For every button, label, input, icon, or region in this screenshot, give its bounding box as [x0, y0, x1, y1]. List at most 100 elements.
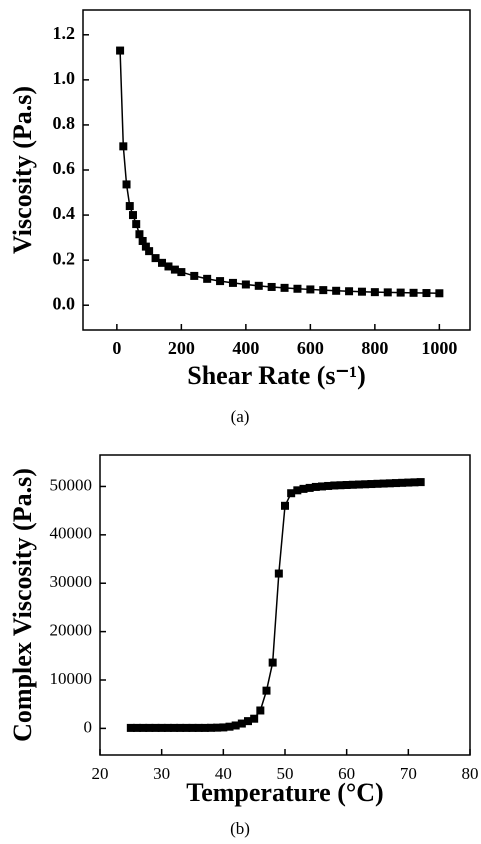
data-point	[306, 285, 315, 294]
data-point	[355, 480, 363, 489]
data-point	[370, 288, 379, 297]
data-point	[151, 254, 160, 263]
plot-frame	[82, 9, 471, 331]
data-point	[122, 180, 131, 189]
y-tick-label: 1.0	[53, 68, 76, 88]
data-point	[145, 723, 154, 732]
y-tick-label: 30000	[50, 572, 93, 591]
data-point	[422, 289, 431, 298]
y-axis-title: Complex Viscosity (Pa.s)	[8, 468, 37, 742]
data-point	[237, 719, 246, 728]
data-point	[182, 723, 191, 732]
data-point	[132, 220, 141, 229]
y-tick-label: 20000	[50, 621, 93, 640]
data-line	[119, 50, 440, 295]
data-point	[280, 283, 289, 292]
data-point	[170, 265, 179, 274]
data-point	[119, 142, 128, 151]
data-point	[145, 247, 154, 256]
data-point	[241, 280, 250, 289]
data-point	[373, 479, 382, 488]
data-point	[128, 211, 137, 220]
x-tick-label: 20	[92, 764, 109, 783]
data-point	[293, 486, 302, 495]
y-tick-label: 10000	[50, 669, 93, 688]
data-line	[130, 481, 421, 729]
data-point	[164, 262, 173, 271]
data-point	[318, 482, 326, 491]
data-point	[177, 268, 186, 277]
data-point	[135, 230, 144, 239]
data-point	[213, 723, 222, 732]
data-point	[250, 714, 259, 723]
caption: (b)	[230, 819, 250, 838]
x-tick-label: 30	[153, 764, 170, 783]
data-point	[319, 286, 328, 295]
x-tick-label: 40	[215, 764, 232, 783]
y-tick-label: 50000	[50, 475, 93, 494]
data-point	[158, 258, 167, 267]
x-tick-label: 800	[361, 338, 388, 358]
data-point	[268, 658, 277, 667]
data-point	[216, 277, 225, 286]
data-point	[332, 286, 341, 295]
data-point	[267, 282, 276, 291]
y-tick-label: 0.2	[53, 248, 76, 268]
plot-frame	[99, 454, 471, 756]
data-point	[330, 481, 339, 490]
data-point	[163, 723, 172, 732]
data-point	[256, 706, 265, 715]
data-point	[383, 288, 392, 297]
y-tick-label: 0.6	[53, 158, 76, 178]
data-point	[194, 723, 203, 732]
data-point	[311, 482, 320, 491]
data-point	[244, 717, 252, 726]
y-tick-label: 40000	[50, 524, 93, 543]
data-point	[176, 723, 185, 732]
data-point	[157, 723, 166, 732]
x-tick-label: 70	[400, 764, 417, 783]
x-tick-label: 0	[112, 338, 121, 358]
data-point	[139, 723, 148, 732]
data-point	[336, 481, 345, 490]
data-point	[299, 484, 308, 493]
data-point	[228, 278, 237, 287]
data-point	[203, 274, 212, 283]
data-point	[404, 478, 413, 487]
data-point	[305, 483, 314, 492]
data-point	[190, 271, 199, 280]
data-point	[367, 480, 376, 489]
data-point	[219, 723, 228, 732]
y-tick-label: 0	[84, 717, 93, 736]
data-point	[345, 287, 354, 296]
data-point	[392, 479, 400, 488]
y-tick-label: 0.8	[53, 113, 76, 133]
data-point	[385, 479, 394, 488]
data-point	[348, 480, 357, 489]
data-point	[396, 288, 405, 297]
x-tick-label: 400	[232, 338, 259, 358]
data-point	[231, 721, 240, 730]
data-point	[281, 501, 289, 510]
data-point	[138, 236, 147, 245]
x-axis-title: Shear Rate (s⁻¹)	[187, 361, 365, 390]
data-point	[188, 723, 197, 732]
data-point	[116, 46, 125, 55]
data-point	[141, 242, 150, 251]
data-point	[293, 284, 302, 293]
data-point	[409, 288, 418, 297]
data-point	[262, 686, 271, 695]
data-point	[254, 281, 263, 290]
data-point	[170, 723, 178, 732]
data-point	[435, 289, 444, 298]
data-point	[410, 478, 419, 487]
data-point	[207, 723, 215, 732]
data-point	[324, 481, 333, 490]
x-tick-label: 1000	[421, 338, 457, 358]
data-point	[126, 723, 135, 732]
data-point	[200, 723, 209, 732]
data-point	[287, 489, 296, 498]
y-axis-title: Viscosity (Pa.s)	[8, 86, 37, 254]
